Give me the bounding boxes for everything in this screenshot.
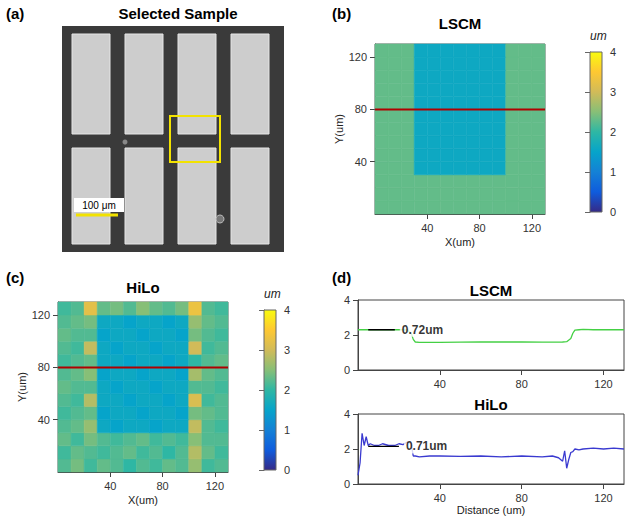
svg-text:0: 0 <box>344 364 350 376</box>
svg-text:80: 80 <box>516 378 528 390</box>
svg-text:2: 2 <box>344 443 350 455</box>
svg-text:40: 40 <box>104 480 116 492</box>
svg-text:(c): (c) <box>6 269 24 286</box>
svg-text:3: 3 <box>610 86 616 98</box>
svg-text:120: 120 <box>32 309 50 321</box>
svg-text:X(um): X(um) <box>128 494 158 506</box>
svg-text:0: 0 <box>344 478 350 490</box>
svg-text:2: 2 <box>610 126 616 138</box>
svg-text:X(um): X(um) <box>445 236 475 248</box>
svg-text:um: um <box>264 287 281 301</box>
svg-text:0.72um: 0.72um <box>402 323 443 337</box>
svg-text:120: 120 <box>523 222 541 234</box>
svg-text:100 μm: 100 μm <box>82 200 116 211</box>
svg-text:(d): (d) <box>332 269 351 286</box>
svg-text:HiLo: HiLo <box>126 279 159 296</box>
svg-text:80: 80 <box>38 361 50 373</box>
svg-text:1: 1 <box>610 166 616 178</box>
svg-text:(b): (b) <box>332 5 351 22</box>
svg-text:Selected Sample: Selected Sample <box>118 5 237 22</box>
svg-text:40: 40 <box>38 414 50 426</box>
svg-text:Y(um): Y(um) <box>16 372 28 402</box>
svg-text:2: 2 <box>344 329 350 341</box>
svg-text:LSCM: LSCM <box>470 282 513 299</box>
svg-text:120: 120 <box>206 480 224 492</box>
svg-text:4: 4 <box>344 408 350 420</box>
svg-text:1: 1 <box>284 424 290 436</box>
svg-text:4: 4 <box>284 304 290 316</box>
svg-text:4: 4 <box>344 294 350 306</box>
svg-text:80: 80 <box>355 103 367 115</box>
svg-text:LSCM: LSCM <box>439 15 482 32</box>
svg-text:um: um <box>590 29 607 43</box>
svg-text:3: 3 <box>284 344 290 356</box>
svg-text:0: 0 <box>610 206 616 218</box>
svg-text:120: 120 <box>594 492 612 504</box>
svg-text:(a): (a) <box>6 5 24 22</box>
svg-text:Y(um): Y(um) <box>333 114 345 144</box>
svg-text:0.71um: 0.71um <box>406 439 447 453</box>
svg-text:40: 40 <box>355 156 367 168</box>
svg-text:120: 120 <box>594 378 612 390</box>
svg-text:4: 4 <box>610 46 616 58</box>
svg-text:HiLo: HiLo <box>474 396 507 413</box>
svg-text:120: 120 <box>349 51 367 63</box>
svg-text:80: 80 <box>516 492 528 504</box>
svg-text:Distance (um): Distance (um) <box>457 504 525 516</box>
svg-text:2: 2 <box>284 384 290 396</box>
svg-text:0: 0 <box>284 464 290 476</box>
svg-text:80: 80 <box>473 222 485 234</box>
svg-text:80: 80 <box>156 480 168 492</box>
svg-text:40: 40 <box>434 378 446 390</box>
svg-text:40: 40 <box>421 222 433 234</box>
svg-text:40: 40 <box>434 492 446 504</box>
